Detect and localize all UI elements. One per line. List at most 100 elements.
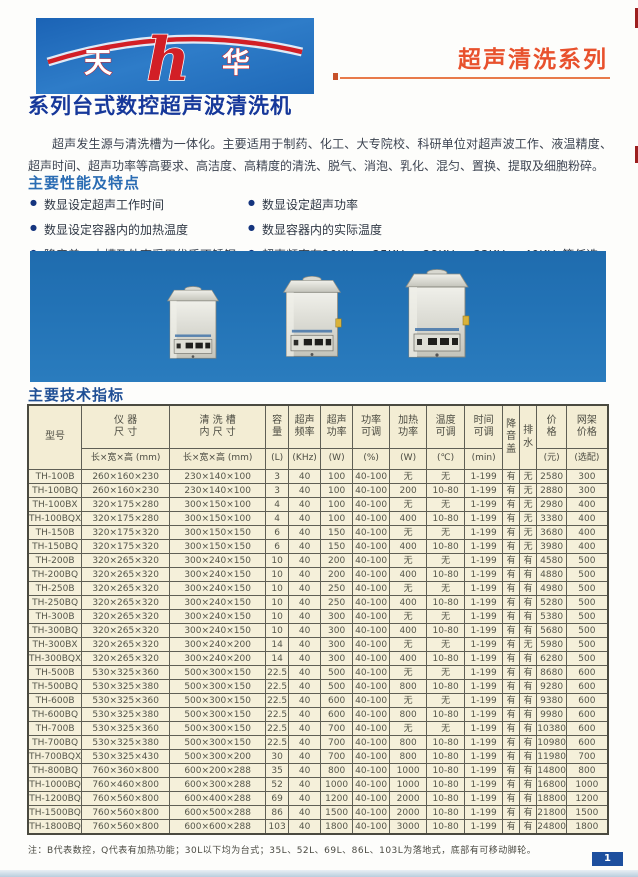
ultrasonic-cleaner-large-image <box>405 269 470 358</box>
spec-cell: 4980 <box>536 581 568 596</box>
spec-cell: 1800 <box>320 819 354 835</box>
col-header-capacity: 容 量 <box>265 404 290 449</box>
spec-cell: 1000 <box>320 777 354 792</box>
feature-item: 数显设定超声工作时间 <box>30 196 248 213</box>
spec-cell: TH-800BQ <box>27 763 83 778</box>
spec-cell: TH-500B <box>27 665 83 680</box>
spec-cell: 600 <box>320 707 354 722</box>
spec-cell: 22.5 <box>265 721 290 736</box>
spec-cell: 11980 <box>536 749 568 764</box>
spec-cell: 无 <box>389 665 428 680</box>
spec-row: TH-100BX 320×175×280 300×150×100 4 40 100 40-1… <box>27 497 609 512</box>
features-heading: 主要性能及特点 <box>28 174 141 192</box>
spec-cell: 有 <box>519 567 538 582</box>
spec-cell: 有 <box>502 679 521 694</box>
col-unit-power-adjust: (%) <box>352 448 391 470</box>
spec-cell: 400 <box>389 651 428 666</box>
spec-cell: 有 <box>519 735 538 750</box>
spec-cell: 有 <box>502 637 521 652</box>
col-header-frequency: 超声 频率 <box>288 404 322 449</box>
spec-cell: 300×240×150 <box>169 609 267 624</box>
spec-cell: 4 <box>265 497 290 512</box>
spec-cell: 1-199 <box>464 735 504 750</box>
spec-cell: 40 <box>288 651 322 666</box>
spec-cell: 600×600×288 <box>169 819 267 835</box>
spec-cell: 500 <box>566 637 609 652</box>
spec-cell: 40-100 <box>352 497 391 512</box>
spec-row: TH-600B 530×325×360 500×300×150 22.5 40 600 40… <box>27 693 609 708</box>
spec-row: TH-700BQX 530×325×430 500×300×200 30 40 700 40… <box>27 749 609 764</box>
spec-cell: 1-199 <box>464 721 504 736</box>
spec-cell: 1-199 <box>464 665 504 680</box>
col-header-rack-price: 网架 价格 <box>566 404 609 449</box>
spec-cell: 2880 <box>536 483 568 498</box>
col-unit-capacity: (L) <box>265 448 290 470</box>
spec-cell: 无 <box>426 525 466 540</box>
spec-cell: 有 <box>519 805 538 820</box>
spec-cell: 有 <box>502 623 521 638</box>
spec-cell: 600 <box>320 693 354 708</box>
spec-cell: 有 <box>519 651 538 666</box>
spec-cell: 600 <box>566 721 609 736</box>
spec-cell: 150 <box>320 539 354 554</box>
spec-cell: 600×500×288 <box>169 805 267 820</box>
col-header-tank: 清 洗 槽 内 尺 寸 <box>169 404 267 449</box>
spec-cell: 150 <box>320 525 354 540</box>
spec-cell: 300 <box>320 609 354 624</box>
spec-cell: 300×150×100 <box>169 497 267 512</box>
spec-cell: 2000 <box>389 805 428 820</box>
spec-cell: 500×300×150 <box>169 735 267 750</box>
spec-cell: 40 <box>288 511 322 526</box>
spec-cell: 400 <box>566 539 609 554</box>
spec-cell: 300×240×150 <box>169 581 267 596</box>
spec-cell: 有 <box>519 553 538 568</box>
spec-cell: 有 <box>502 651 521 666</box>
spec-cell: 40-100 <box>352 511 391 526</box>
spec-cell: 320×175×320 <box>81 525 171 540</box>
spec-cell: 760×560×800 <box>81 791 171 806</box>
spec-cell: 530×325×380 <box>81 679 171 694</box>
spec-cell: 1-199 <box>464 497 504 512</box>
spec-row: TH-1000BQ 760×460×800 600×300×288 52 40 1000 4… <box>27 777 609 792</box>
spec-cell: 200 <box>389 483 428 498</box>
spec-cell: 1800 <box>566 819 609 835</box>
spec-cell: 530×325×380 <box>81 707 171 722</box>
spec-row: TH-1800BQ 760×560×800 600×600×288 103 40 1800… <box>27 819 609 835</box>
col-header-price: 价 格 <box>536 404 568 449</box>
spec-cell: 40-100 <box>352 525 391 540</box>
spec-cell: 有 <box>519 707 538 722</box>
spec-cell: 530×325×430 <box>81 749 171 764</box>
spec-row: TH-500BQ 530×325×380 500×300×150 22.5 40 500 4… <box>27 679 609 694</box>
spec-cell: 320×175×280 <box>81 497 171 512</box>
spec-cell: 500 <box>566 651 609 666</box>
spec-cell: 40 <box>288 525 322 540</box>
col-header-time-adjust: 时间 可调 <box>464 404 504 449</box>
spec-cell: 5980 <box>536 637 568 652</box>
spec-cell: 1000 <box>566 777 609 792</box>
spec-cell: TH-500BQ <box>27 679 83 694</box>
spec-cell: 40-100 <box>352 819 391 835</box>
spec-cell: 有 <box>502 511 521 526</box>
spec-cell: 230×140×100 <box>169 483 267 498</box>
spec-cell: 400 <box>389 511 428 526</box>
spec-cell: 有 <box>502 735 521 750</box>
spec-cell: TH-200B <box>27 553 83 568</box>
spec-cell: 800 <box>389 749 428 764</box>
spec-cell: 400 <box>389 539 428 554</box>
spec-cell: 5380 <box>536 609 568 624</box>
spec-cell: 600 <box>566 679 609 694</box>
spec-cell: 有 <box>502 539 521 554</box>
spec-cell: 有 <box>502 553 521 568</box>
spec-cell: 有 <box>519 777 538 792</box>
spec-cell: 300×240×200 <box>169 651 267 666</box>
spec-cell: 有 <box>502 483 521 498</box>
spec-cell: 700 <box>320 721 354 736</box>
spec-cell: 600×400×288 <box>169 791 267 806</box>
spec-cell: 10-80 <box>426 791 466 806</box>
spec-cell: 无 <box>426 581 466 596</box>
spec-cell: 530×325×360 <box>81 693 171 708</box>
spec-cell: 无 <box>426 721 466 736</box>
spec-cell: 400 <box>389 567 428 582</box>
spec-cell: 320×265×320 <box>81 553 171 568</box>
col-header-power-adjust: 功率 可调 <box>352 404 391 449</box>
